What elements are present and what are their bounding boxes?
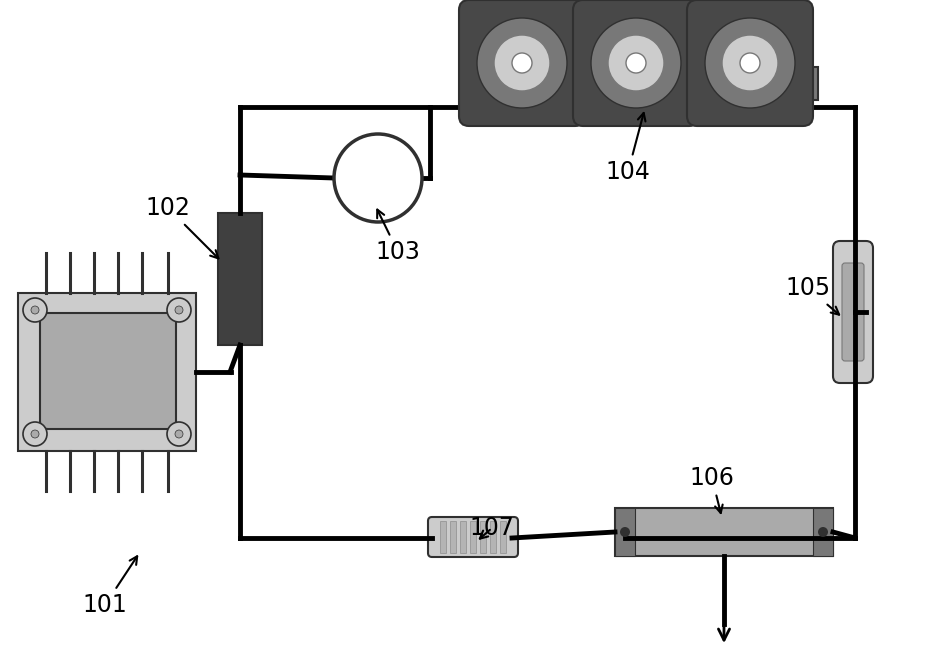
FancyBboxPatch shape (440, 521, 446, 553)
Text: 103: 103 (375, 209, 420, 264)
Circle shape (620, 527, 630, 537)
Text: 105: 105 (785, 276, 839, 315)
Text: 104: 104 (606, 113, 651, 184)
FancyBboxPatch shape (573, 0, 699, 126)
FancyBboxPatch shape (813, 508, 833, 556)
FancyBboxPatch shape (480, 521, 486, 553)
FancyBboxPatch shape (450, 521, 456, 553)
Text: 101: 101 (82, 556, 138, 617)
FancyBboxPatch shape (615, 508, 833, 556)
FancyBboxPatch shape (490, 521, 496, 553)
FancyBboxPatch shape (459, 0, 585, 126)
Circle shape (722, 35, 778, 91)
Text: 107: 107 (470, 516, 515, 540)
Circle shape (334, 134, 422, 222)
FancyBboxPatch shape (218, 213, 262, 345)
Circle shape (167, 422, 191, 446)
FancyBboxPatch shape (833, 241, 873, 383)
Circle shape (23, 422, 47, 446)
FancyBboxPatch shape (428, 517, 518, 557)
FancyBboxPatch shape (468, 67, 818, 100)
Circle shape (818, 527, 828, 537)
Circle shape (494, 35, 550, 91)
Circle shape (31, 430, 39, 438)
Circle shape (23, 298, 47, 322)
Text: 102: 102 (146, 196, 218, 258)
Circle shape (608, 35, 664, 91)
FancyBboxPatch shape (687, 0, 813, 126)
Circle shape (175, 430, 183, 438)
Circle shape (31, 306, 39, 314)
Circle shape (591, 18, 681, 108)
Circle shape (740, 53, 760, 73)
Circle shape (477, 18, 567, 108)
FancyBboxPatch shape (615, 508, 635, 556)
Text: 106: 106 (690, 466, 735, 513)
FancyBboxPatch shape (470, 521, 476, 553)
Circle shape (512, 53, 532, 73)
Circle shape (167, 298, 191, 322)
Circle shape (705, 18, 795, 108)
FancyBboxPatch shape (18, 293, 196, 451)
FancyBboxPatch shape (460, 521, 466, 553)
FancyBboxPatch shape (500, 521, 506, 553)
Circle shape (626, 53, 646, 73)
FancyBboxPatch shape (40, 313, 176, 429)
Circle shape (175, 306, 183, 314)
FancyBboxPatch shape (842, 263, 864, 361)
